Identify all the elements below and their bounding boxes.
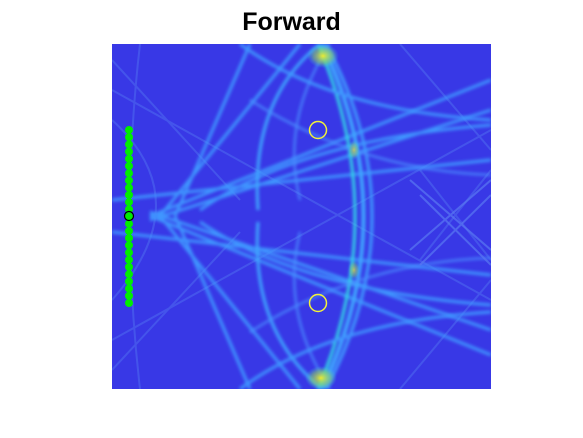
receiver-dot (125, 277, 133, 286)
receiver-dot (125, 270, 133, 279)
target-circle-upper (308, 120, 328, 140)
receiver-dot (125, 140, 133, 149)
receiver-dot (125, 147, 133, 156)
receiver-dot (125, 190, 133, 199)
receiver-dot (125, 183, 133, 192)
receiver-dot (125, 299, 133, 307)
receiver-dot (125, 234, 133, 243)
receiver-array (125, 126, 133, 307)
receiver-dot (125, 133, 133, 142)
source-marker (123, 210, 135, 222)
receiver-dot (125, 198, 133, 207)
receiver-dot (125, 154, 133, 163)
receiver-dot (125, 255, 133, 264)
direct-wavefronts (112, 44, 491, 389)
receiver-dot (125, 248, 133, 257)
hot-spot-top (307, 44, 339, 68)
receiver-dot (125, 241, 133, 250)
receiver-dot (125, 126, 133, 134)
receiver-dot (125, 291, 133, 300)
receiver-dot (125, 284, 133, 293)
figure-title: Forward (242, 8, 341, 36)
receiver-dot (125, 176, 133, 185)
receiver-dot (125, 212, 133, 221)
receiver-dot (125, 226, 133, 235)
target-circle-lower (308, 293, 328, 313)
receiver-dot (125, 262, 133, 271)
right-interference (409, 179, 491, 266)
image-background (112, 44, 491, 389)
receiver-dot (125, 162, 133, 171)
hot-spot-mid-bottom (348, 260, 360, 280)
receiver-dot (125, 169, 133, 178)
hot-spot-bottom (305, 366, 337, 389)
hot-spot-mid-top (348, 140, 360, 160)
receiver-dot (125, 205, 133, 214)
receiver-dot (125, 219, 133, 228)
